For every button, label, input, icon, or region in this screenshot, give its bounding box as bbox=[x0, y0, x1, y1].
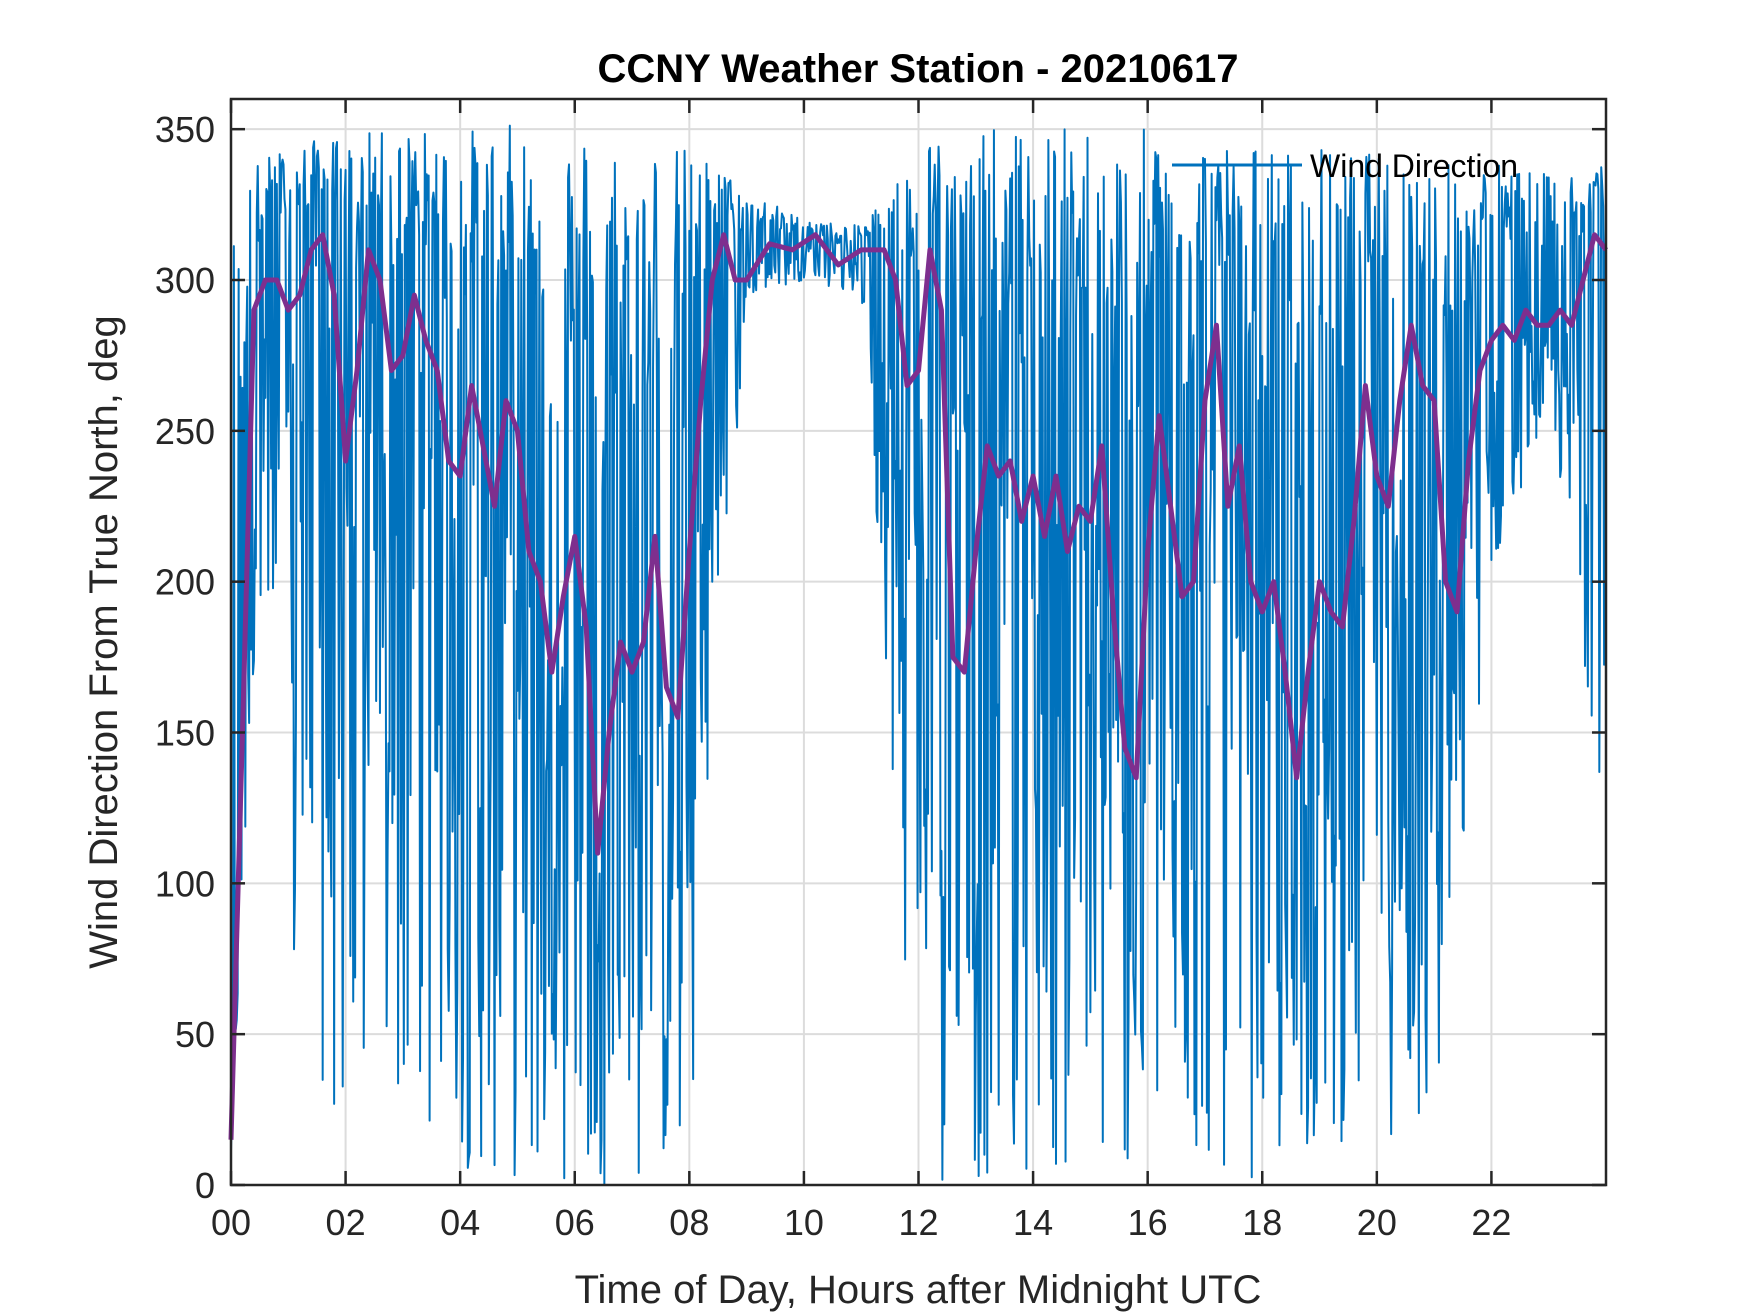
legend: Wind Direction bbox=[1172, 148, 1518, 184]
y-tick-label: 150 bbox=[155, 713, 215, 754]
x-tick-label: 12 bbox=[898, 1202, 938, 1243]
y-tick-label: 100 bbox=[155, 863, 215, 904]
running-mean-line bbox=[228, 232, 1608, 1140]
x-tick-label: 16 bbox=[1128, 1202, 1168, 1243]
y-tick-label: 200 bbox=[155, 562, 215, 603]
x-tick-label: 02 bbox=[326, 1202, 366, 1243]
x-tick-label: 08 bbox=[669, 1202, 709, 1243]
x-tick-label: 22 bbox=[1471, 1202, 1511, 1243]
x-tick-label: 04 bbox=[440, 1202, 480, 1243]
x-tick-label: 00 bbox=[211, 1202, 251, 1243]
x-tick-label: 14 bbox=[1013, 1202, 1053, 1243]
x-tick-label: 10 bbox=[784, 1202, 824, 1243]
series-running-mean bbox=[228, 232, 1608, 1140]
legend-entry-wind-direction: Wind Direction bbox=[1310, 148, 1518, 184]
y-tick-label: 50 bbox=[175, 1014, 215, 1055]
x-axis-label: Time of Day, Hours after Midnight UTC bbox=[575, 1268, 1262, 1312]
y-tick-label: 300 bbox=[155, 260, 215, 301]
y-tick-label: 0 bbox=[195, 1165, 215, 1206]
y-axis-label: Wind Direction From True North, deg bbox=[82, 315, 126, 969]
x-tick-label: 20 bbox=[1357, 1202, 1397, 1243]
y-tick-label: 250 bbox=[155, 411, 215, 452]
wind-direction-line bbox=[230, 124, 1607, 1186]
tick-labels: 00 02 04 06 08 10 12 14 16 18 20 22 0 50 100 150 200 250 3… bbox=[155, 109, 1512, 1243]
axes bbox=[229, 97, 1608, 1187]
y-tick-label: 350 bbox=[155, 109, 215, 150]
x-tick-label: 06 bbox=[555, 1202, 595, 1243]
series-wind-direction bbox=[230, 124, 1607, 1186]
x-tick-label: 18 bbox=[1242, 1202, 1282, 1243]
chart-title: CCNY Weather Station - 20210617 bbox=[598, 47, 1239, 91]
